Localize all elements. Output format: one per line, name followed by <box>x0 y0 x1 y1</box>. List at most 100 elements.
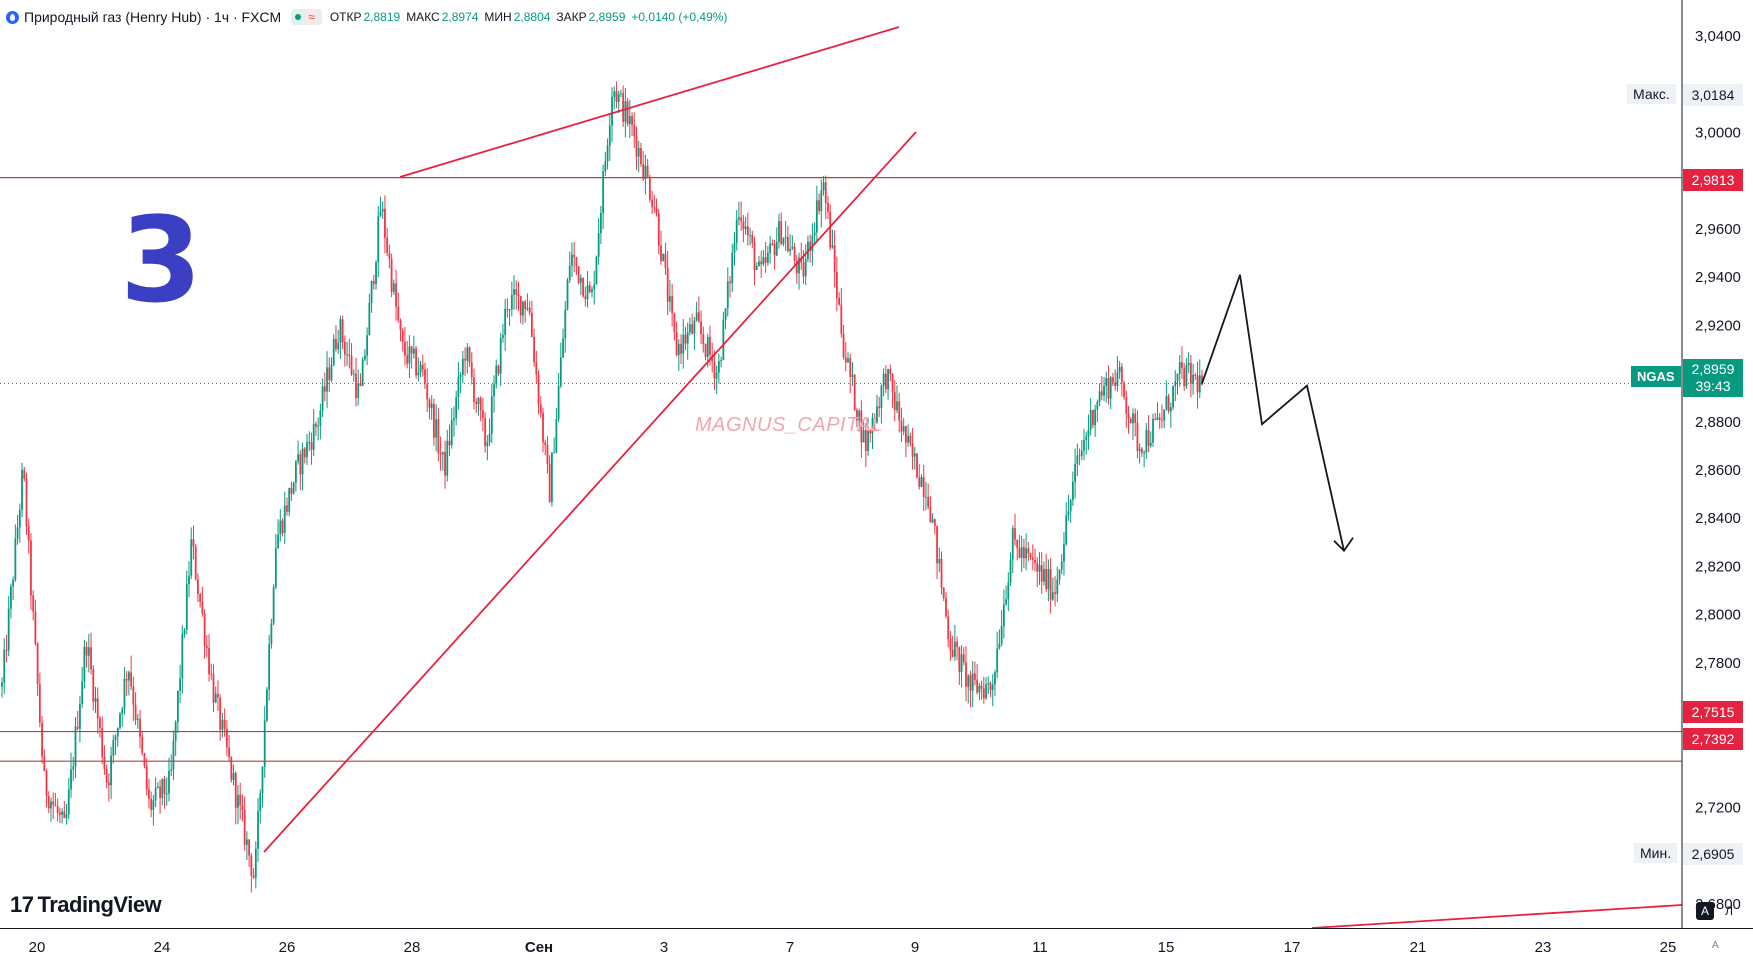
open-label: ОТКР <box>329 10 362 24</box>
candle-body <box>775 241 778 256</box>
candle-body <box>918 477 921 487</box>
candle-body <box>1009 559 1012 583</box>
candle-body <box>477 398 480 405</box>
candle-body <box>437 419 440 454</box>
candle-body <box>450 420 453 446</box>
candle-body <box>533 336 535 363</box>
candle-body <box>1005 599 1007 605</box>
candle-body <box>1058 569 1061 580</box>
candle-body <box>306 442 308 458</box>
candle-body <box>375 262 377 285</box>
candle-body <box>746 226 749 236</box>
auto-scale-button[interactable]: A <box>1696 902 1714 920</box>
candle-body <box>626 101 629 124</box>
candle-body <box>1054 592 1056 595</box>
candle-body <box>359 383 362 386</box>
candle-body <box>873 417 876 423</box>
x-tick-label: 24 <box>154 939 171 956</box>
candle-body <box>960 654 963 673</box>
candle-body <box>1085 436 1088 440</box>
candle-body <box>887 368 889 390</box>
last-price-tag[interactable]: 2,8959 39:43 <box>1683 359 1743 397</box>
candle-body <box>335 338 337 349</box>
candle-body <box>526 307 529 310</box>
level-tag-2-7392[interactable]: 2,7392 <box>1683 728 1743 750</box>
candle-body <box>548 463 551 503</box>
candle-body <box>575 257 578 267</box>
candle-body <box>257 811 259 849</box>
candle-body <box>272 587 275 624</box>
symbol-title[interactable]: Природный газ (Henry Hub) · 1ч · FXCM <box>24 9 282 25</box>
candle-body <box>315 423 317 427</box>
candle-body <box>119 713 121 728</box>
candle-body <box>194 546 197 580</box>
candle-body <box>1049 569 1052 600</box>
candle-body <box>998 643 1001 649</box>
market-status-badge[interactable]: ≈ <box>291 9 322 25</box>
candle-body <box>793 246 796 261</box>
candle-body <box>461 358 464 375</box>
candle-body <box>677 343 680 356</box>
candle-body <box>985 684 987 699</box>
candle-body <box>1114 382 1117 387</box>
candle-body <box>199 593 202 603</box>
candle-body <box>584 296 587 300</box>
candle-body <box>397 306 400 321</box>
candle-body <box>909 435 912 444</box>
log-scale-button[interactable]: Л <box>1725 904 1733 918</box>
candle-body <box>499 337 502 374</box>
x-tick-label: 21 <box>1410 939 1427 956</box>
candle-body <box>1094 409 1097 426</box>
candle-body <box>1138 448 1141 451</box>
candle-body <box>786 237 789 252</box>
candlestick-series <box>1 81 1203 893</box>
candle-body <box>52 801 55 805</box>
candle-body <box>562 338 564 358</box>
candle-body <box>21 469 23 510</box>
candle-body <box>604 161 607 172</box>
candle-body <box>179 678 182 691</box>
candle-body <box>933 519 936 527</box>
candle-body <box>651 199 653 208</box>
candle-body <box>368 302 371 336</box>
candle-body <box>210 674 213 676</box>
candle-body <box>582 277 584 297</box>
candle-body <box>234 772 237 808</box>
candle-body <box>441 451 444 455</box>
candle-body <box>889 368 892 375</box>
candle-body <box>261 766 264 794</box>
candle-body <box>1176 373 1179 381</box>
candle-body <box>929 507 932 523</box>
candle-body <box>530 312 533 337</box>
candle-body <box>92 669 95 702</box>
candle-body <box>965 662 967 687</box>
candle-body <box>982 688 985 699</box>
candle-body <box>655 208 658 214</box>
status-dot-icon <box>295 14 302 20</box>
candle-body <box>702 334 705 345</box>
candle-body <box>900 420 903 432</box>
candle-body <box>281 520 284 533</box>
candle-body <box>800 257 803 263</box>
candle-body <box>123 678 126 709</box>
candle-body <box>61 811 64 815</box>
level-tag-2-7515[interactable]: 2,7515 <box>1683 701 1743 723</box>
candle-body <box>1083 439 1085 451</box>
scale-corner-button[interactable]: A <box>1712 940 1719 951</box>
candle-body <box>444 451 446 476</box>
candle-body <box>778 221 780 242</box>
candle-body <box>631 116 633 125</box>
y-tick-label: 2,9200 <box>1695 317 1741 334</box>
candle-body <box>401 330 404 342</box>
candle-body <box>27 526 30 541</box>
candle-body <box>428 399 431 408</box>
candle-body <box>896 401 898 411</box>
candle-body <box>1136 422 1139 451</box>
candle-body <box>953 641 956 657</box>
candle-body <box>116 727 119 737</box>
level-tag-2-9813[interactable]: 2,9813 <box>1683 169 1743 191</box>
candle-body <box>101 727 104 757</box>
candle-body <box>613 91 616 97</box>
tradingview-logo[interactable]: 17 TradingView <box>10 892 162 918</box>
